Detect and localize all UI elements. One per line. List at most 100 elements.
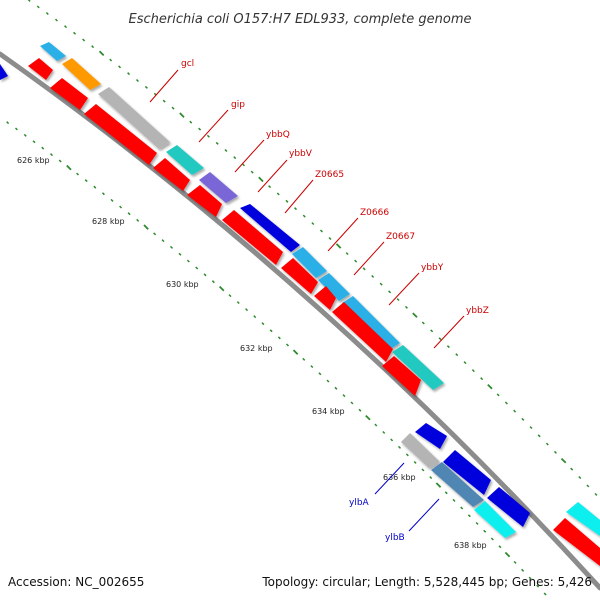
gene-block-cyan-2[interactable] (318, 273, 350, 301)
gene-block-red-6[interactable] (222, 210, 283, 265)
gene-block-teal-2[interactable] (392, 345, 444, 390)
scale-tick (586, 484, 590, 488)
scale-tick (54, 18, 58, 22)
gene-block-gray-rev[interactable] (401, 433, 440, 468)
scale-tick (311, 222, 315, 226)
scale-tick (36, 5, 40, 9)
scale-label: 630 kbp (166, 280, 199, 289)
gene-label[interactable]: Z0667 (386, 232, 415, 242)
gene-block-steel[interactable] (431, 462, 484, 507)
scale-tick (169, 245, 174, 249)
gene-block-purple[interactable] (199, 172, 238, 203)
scale-label: 634 kbp (312, 407, 345, 416)
gene-block-aqua-edge[interactable] (566, 502, 600, 536)
scale-tick (404, 305, 408, 309)
gene-block-blue-rev-1[interactable] (415, 423, 447, 449)
scale-tick (334, 386, 338, 390)
scale-tick (379, 282, 383, 286)
gene-label[interactable]: ybbQ (266, 130, 290, 140)
gene-block-orange[interactable] (62, 58, 101, 90)
scale-tick (93, 185, 97, 189)
scale-tick (405, 453, 409, 457)
scale-tick (444, 491, 448, 495)
scale-tick (189, 120, 193, 124)
gene-label[interactable]: ybbY (421, 263, 444, 273)
scale-tick (84, 179, 88, 183)
topology-text: Topology: circular; Length: 5,528,445 bp… (261, 575, 592, 589)
scale-tick (396, 298, 400, 302)
gene-block-red-5[interactable] (187, 185, 222, 217)
scale-label: 636 kbp (383, 473, 416, 482)
scale-tick (460, 506, 464, 510)
scale-tick (521, 417, 525, 421)
gene-block-red-edge[interactable] (553, 518, 600, 566)
scale-tick (536, 584, 540, 588)
gene-block-red-1[interactable] (28, 58, 53, 80)
scale-tick (178, 252, 182, 256)
gene-label[interactable]: Z0666 (360, 208, 389, 218)
scale-tick (498, 545, 502, 549)
gene-block-gray[interactable] (98, 87, 170, 149)
gene-block-red-7[interactable] (281, 258, 318, 294)
scale-tick (421, 321, 425, 325)
gene-block-red-10[interactable] (382, 356, 421, 396)
scale-tick (430, 329, 434, 333)
scale-tick (206, 134, 210, 138)
scale-tick (504, 551, 511, 558)
scale-tick (144, 85, 148, 89)
gene-block-blue-rev-2[interactable] (443, 450, 491, 495)
scale-tick (76, 172, 80, 176)
scale-tick (521, 568, 525, 572)
gene-features (0, 42, 600, 566)
scale-labels: 626 kbp 628 kbp 630 kbp 632 kbp 634 kbp … (17, 156, 487, 550)
gene-block-teal[interactable] (166, 145, 204, 175)
gene-label[interactable]: Z0665 (315, 170, 344, 180)
scale-tick (467, 514, 471, 518)
gene-block-red-4[interactable] (153, 158, 190, 191)
scale-tick (345, 252, 349, 256)
scale-tick (513, 409, 517, 413)
scale-tick (269, 329, 273, 333)
scale-tick (211, 280, 215, 284)
gene-label[interactable]: ylbB (385, 533, 405, 543)
scale-tick (224, 148, 228, 153)
gene-label[interactable]: ybbV (289, 149, 313, 159)
scale-tick (455, 353, 459, 357)
gene-label[interactable]: ylbA (349, 498, 370, 508)
scale-label: 632 kbp (240, 344, 273, 353)
scale-tick (41, 146, 45, 150)
gene-block-red-9[interactable] (332, 302, 393, 362)
scale-tick (335, 243, 342, 249)
scale-tick (241, 163, 245, 167)
scale-tick (570, 467, 574, 471)
gene-block-blue[interactable] (240, 204, 300, 252)
scale-tick (258, 176, 264, 183)
scale-tick (285, 343, 290, 347)
gene-label[interactable]: gcl (181, 59, 194, 69)
gene-block-red-3[interactable] (84, 104, 157, 165)
scale-label: 626 kbp (17, 156, 50, 165)
scale-tick (578, 476, 582, 480)
gene-block-cyan-start[interactable] (40, 42, 66, 61)
gene-block-cyan-3[interactable] (342, 296, 400, 350)
scale-ticks (6, 0, 598, 596)
scale-tick (490, 537, 494, 541)
gene-label[interactable]: ybbZ (466, 306, 489, 316)
genome-backbone (0, 51, 600, 591)
scale-tick (218, 285, 225, 292)
gene-label[interactable]: gip (231, 100, 245, 110)
scale-tick (371, 274, 375, 278)
gene-block-aqua[interactable] (474, 501, 516, 538)
scale-tick (365, 414, 371, 421)
gene-block-cyan-1[interactable] (292, 247, 327, 278)
scale-tick (388, 290, 392, 294)
gene-block-red-8[interactable] (314, 286, 336, 310)
scale-tick (6, 121, 10, 125)
gene-block-red-2[interactable] (50, 78, 88, 110)
scale-tick (438, 337, 442, 341)
gene-block-blue-rev-3[interactable] (487, 487, 530, 527)
scale-tick (82, 38, 86, 42)
scale-tick (228, 294, 232, 298)
gene-block-blue-edge[interactable] (0, 64, 8, 80)
scale-tick (110, 198, 114, 202)
